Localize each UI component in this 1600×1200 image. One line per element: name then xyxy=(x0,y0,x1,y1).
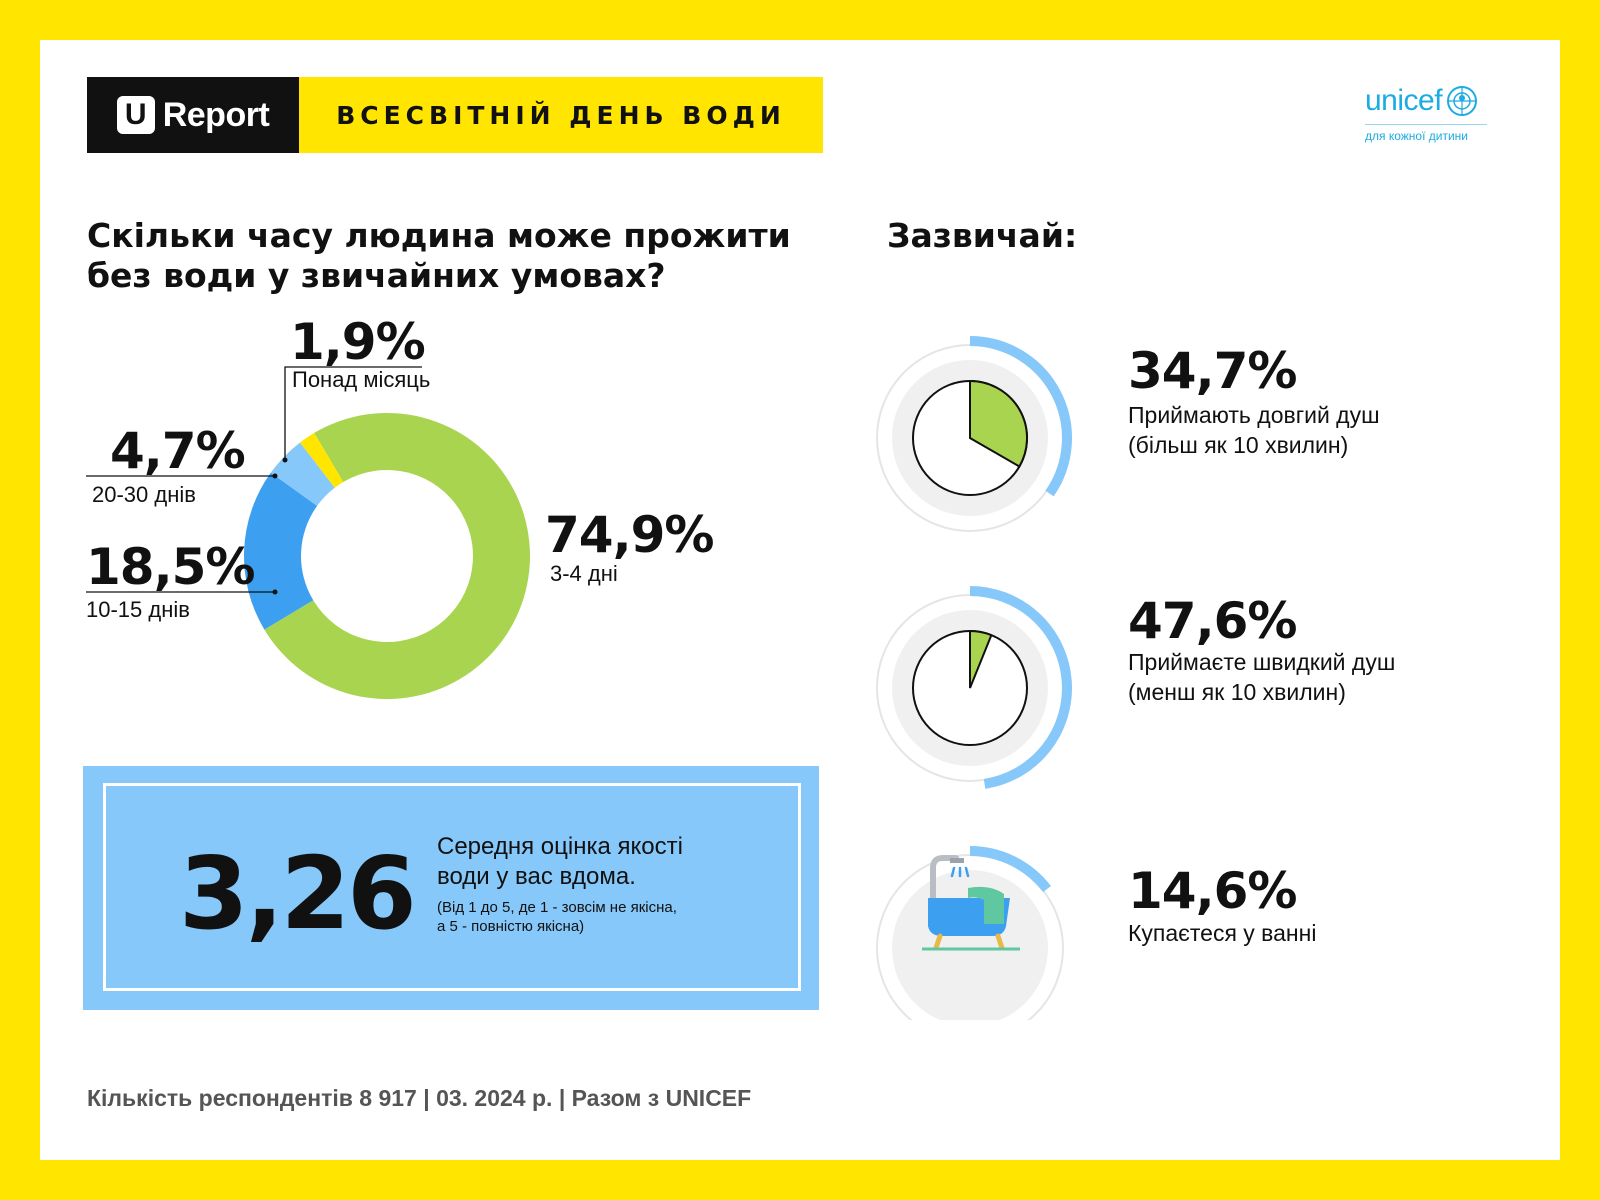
stat-pct-quick-shower: 47,6% xyxy=(1128,592,1297,650)
survival-donut-chart xyxy=(86,366,530,699)
label-pct-over-month: 1,9% xyxy=(290,313,426,371)
unicef-logo: unicef для кожної дитини xyxy=(1365,84,1505,143)
unicef-globe-icon xyxy=(1447,86,1478,116)
ureport-name: Report xyxy=(162,95,270,134)
donut-question-title: Скільки часу людина може прожити без вод… xyxy=(87,216,791,295)
stat-label-long-shower: Приймають довгий душ (більш як 10 хвилин… xyxy=(1128,402,1380,458)
ureport-logo: U Report xyxy=(87,77,299,153)
unicef-tagline: для кожної дитини xyxy=(1365,124,1487,143)
quality-score-note: (Від 1 до 5, де 1 - зовсім не якісна, а … xyxy=(437,899,677,935)
event-title: ВСЕСВІТНІЙ ДЕНЬ ВОДИ xyxy=(299,77,823,153)
habit-ring-charts xyxy=(876,336,1072,1020)
infographic-card: U Report ВСЕСВІТНІЙ ДЕНЬ ВОДИ unicef для… xyxy=(40,40,1560,1160)
stat-pct-long-shower: 34,7% xyxy=(1128,342,1297,400)
ring-progress-quick-shower xyxy=(969,586,1072,789)
footer-note: Кількість респондентів 8 917 | 03. 2024 … xyxy=(87,1085,752,1111)
label-cat-over-month: Понад місяць xyxy=(292,367,431,392)
quality-score-text: Середня оцінка якості води у вас вдома. xyxy=(437,833,683,890)
leader-dot-over-month xyxy=(282,457,288,463)
slice-3-4-days xyxy=(264,413,530,699)
leader-dot-20-30 xyxy=(272,473,278,479)
stat-pct-bath: 14,6% xyxy=(1128,862,1297,920)
ring-progress-long-shower xyxy=(969,336,1072,497)
ring-progress-bath xyxy=(969,846,1051,893)
quality-score-box: 3,26 Середня оцінка якості води у вас вд… xyxy=(83,766,819,1010)
quality-score-value: 3,26 xyxy=(179,835,417,952)
slice-over-month xyxy=(300,432,344,488)
bathtub-icon xyxy=(922,855,1020,951)
stat-label-bath: Купаєтеся у ванні xyxy=(1128,920,1317,946)
leader-dot-10-15 xyxy=(272,589,278,595)
leader-line-over-month xyxy=(284,366,422,460)
stat-label-quick-shower: Приймаєте швидкий душ (менш як 10 хвилин… xyxy=(1128,649,1396,705)
label-cat-10-15: 10-15 днів xyxy=(86,597,190,622)
mini-pie-wedge-long-shower xyxy=(969,379,1028,468)
mini-pie-wedge-quick-shower xyxy=(969,629,993,689)
label-pct-3-4: 74,9% xyxy=(545,506,714,564)
label-cat-3-4: 3-4 дні xyxy=(550,561,618,586)
ureport-u-mark: U xyxy=(116,96,155,134)
slice-10-15-days xyxy=(243,472,318,630)
label-pct-20-30: 4,7% xyxy=(110,422,246,480)
label-cat-20-30: 20-30 днів xyxy=(92,482,196,507)
label-pct-10-15: 18,5% xyxy=(86,538,255,596)
unicef-wordmark: unicef xyxy=(1365,84,1443,117)
usual-habits-title: Зазвичай: xyxy=(887,216,1078,255)
quality-score-frame: 3,26 Середня оцінка якості води у вас вд… xyxy=(103,783,801,991)
